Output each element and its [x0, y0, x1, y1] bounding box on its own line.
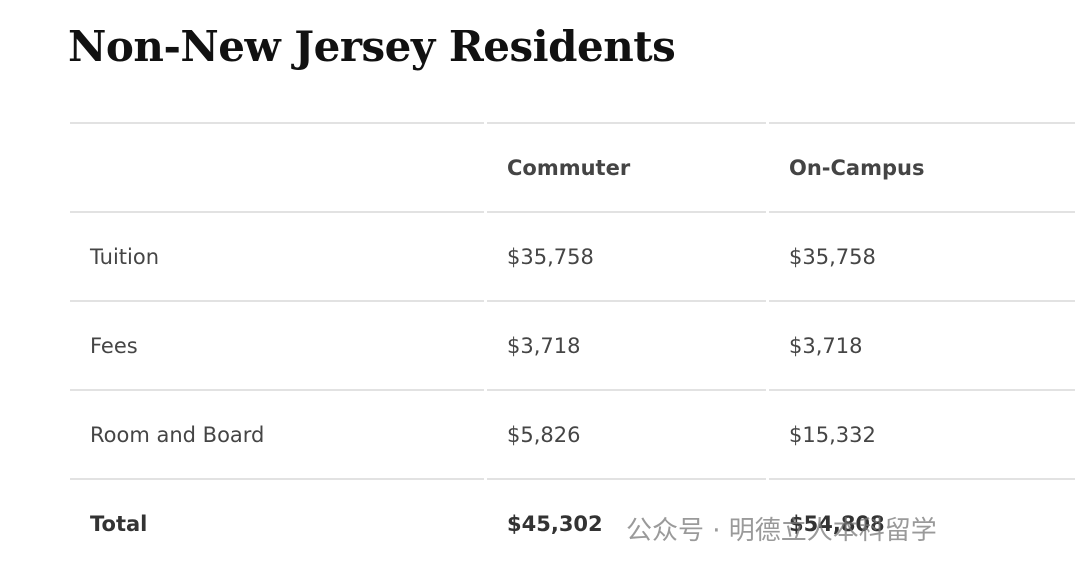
table-head: Commuter On-Campus — [70, 122, 1075, 211]
page-title: Non-New Jersey Residents — [68, 22, 676, 71]
column-header: Commuter — [487, 122, 766, 211]
table-body: Tuition $35,758 $35,758 Fees $3,718 $3,718 Roo… — [70, 211, 1075, 567]
cost-table: Commuter On-Campus Tuition $35,758 $35,758 F… — [67, 122, 1078, 567]
column-header: On-Campus — [769, 122, 1075, 211]
cell-value: $15,332 — [769, 389, 1075, 478]
cell-value: $3,718 — [769, 300, 1075, 389]
header-cell-empty — [70, 122, 484, 211]
header-row: Commuter On-Campus — [70, 122, 1075, 211]
table-row: Tuition $35,758 $35,758 — [70, 211, 1075, 300]
cell-value: $5,826 — [487, 389, 766, 478]
cell-value: $35,758 — [769, 211, 1075, 300]
table-row: Fees $3,718 $3,718 — [70, 300, 1075, 389]
row-label: Tuition — [70, 211, 484, 300]
table-row: Room and Board $5,826 $15,332 — [70, 389, 1075, 478]
cell-value: $54,808 — [769, 478, 1075, 567]
watermark: 公众号 · 明德立人本科留学 — [626, 516, 937, 546]
row-label: Total — [70, 478, 484, 567]
table-row: Total $45,302 $54,808 — [70, 478, 1075, 567]
row-label: Fees — [70, 300, 484, 389]
row-label: Room and Board — [70, 389, 484, 478]
cell-value: $45,302 — [487, 478, 766, 567]
cell-value: $35,758 — [487, 211, 766, 300]
cell-value: $3,718 — [487, 300, 766, 389]
